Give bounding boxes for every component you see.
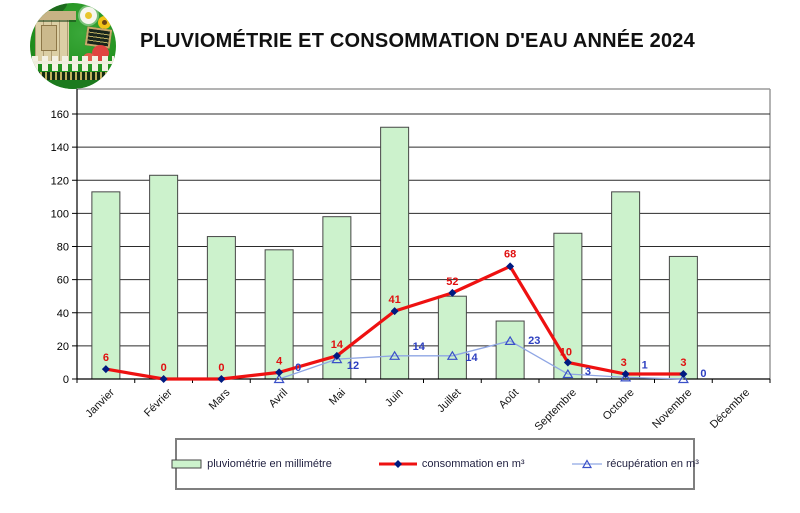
triangle-marker [677,373,689,384]
chart-title: PLUVIOMÉTRIE ET CONSOMMATION D'EAU ANNÉE… [140,30,695,52]
data-label: 52 [446,276,458,288]
bar-février [149,174,179,380]
y-axis-labels: 0 20 40 60 80 100 120 140 160 [51,109,69,386]
legend-item-consommation: consommation en m³ [378,458,525,470]
triangle-marker [273,373,285,384]
legend-label: récupération en m³ [606,458,699,470]
garden-logo [30,3,116,89]
triangle-marker [562,368,574,379]
logo-text-band [30,72,116,80]
diamond-marker [159,375,168,383]
triangle-marker [389,350,401,360]
data-label: 14 [413,341,426,353]
x-axis-labels: Janvier Février Mars Avril Mai Juin Juillet Aoû… [83,386,752,433]
diamond-marker [390,307,399,316]
consumption-markers [101,262,688,383]
y-tick-label: 60 [57,275,69,287]
diamond-marker [332,351,341,360]
bar-octobre [611,191,641,380]
logo-cabin-door [41,25,57,51]
x-axis-label: Février [142,386,175,419]
data-label: 14 [331,339,344,351]
x-axis-label: Novembre [650,387,694,431]
daisy-flower-icon [80,7,97,24]
triangle-marker [504,335,516,346]
diamond-marker [275,368,284,377]
bars-group [91,126,698,380]
legend-item-pluviometrie: pluviométrie en millimétre [171,458,332,470]
data-label: 68 [504,248,516,260]
data-label: 6 [103,352,109,364]
legend-label: pluviométrie en millimétre [207,458,332,470]
diamond-marker [506,262,515,271]
bar-septembre [553,232,583,380]
recuperation-line [278,340,684,380]
diamond-marker [563,358,572,367]
y-tick-label: 80 [57,242,69,254]
diamond-marker [101,365,110,374]
diamond-marker [679,370,688,379]
x-axis-label: Juin [383,387,406,410]
diamond-marker [217,375,226,383]
data-label: 4 [276,355,283,367]
bar-janvier [91,191,121,380]
data-label: 0 [700,368,706,380]
consumption-line-swatch-icon [378,460,417,468]
y-tick-label: 120 [51,175,69,187]
sunflower-icon [98,16,111,29]
bar-novembre [668,255,698,380]
data-label: 0 [295,362,301,374]
data-label: 3 [680,357,686,369]
x-axis-label: Août [497,387,521,411]
data-label: 0 [218,362,224,374]
x-axis-label: Avril [267,387,290,410]
data-label: 10 [560,346,572,358]
legend-item-recuperation: récupération en m³ [571,458,699,470]
recuperation-markers [273,335,689,384]
x-axis-label: Octobre [601,387,637,423]
logo-bottom [30,80,116,89]
x-axis-label: Décembre [708,387,752,431]
chart-legend: pluviométrie en millimétre consommation … [171,438,699,490]
triangle-marker [331,353,343,364]
legend-label: consommation en m³ [421,458,525,470]
data-label: 3 [621,357,627,369]
data-label: 14 [465,352,478,364]
x-axis-label: Septembre [532,387,579,434]
bar-mars [206,236,236,380]
bar-juin [380,126,410,380]
y-tick-label: 160 [51,109,69,121]
x-axis-label: Janvier [83,386,117,420]
x-axis-label: Juillet [435,387,463,415]
data-label: 3 [585,366,591,378]
x-axis-label: Mai [327,387,348,408]
triangle-marker [620,372,632,382]
diamond-marker [448,288,457,297]
y-tick-label: 140 [51,142,69,154]
bar-swatch-icon [171,459,202,468]
bar-juillet [437,295,467,380]
data-label: 1 [642,359,648,371]
bar-août [495,320,525,380]
recuperation-line-swatch-icon [571,459,602,469]
data-label: 23 [528,335,540,347]
x-axis-label: Mars [207,386,233,412]
bar-avril [264,249,294,380]
y-tick-label: 20 [57,341,69,353]
data-label: 0 [161,362,167,374]
logo-cabin-roof [30,11,76,20]
diamond-marker [621,370,630,379]
y-tick-label: 40 [57,308,69,320]
data-label: 12 [347,360,359,372]
logo-fence-rail [32,61,114,64]
triangle-marker [446,350,458,360]
data-label: 41 [389,294,401,306]
gridlines-group [72,113,770,380]
y-tick-label: 100 [51,208,69,220]
y-tick-label: 0 [63,374,69,386]
